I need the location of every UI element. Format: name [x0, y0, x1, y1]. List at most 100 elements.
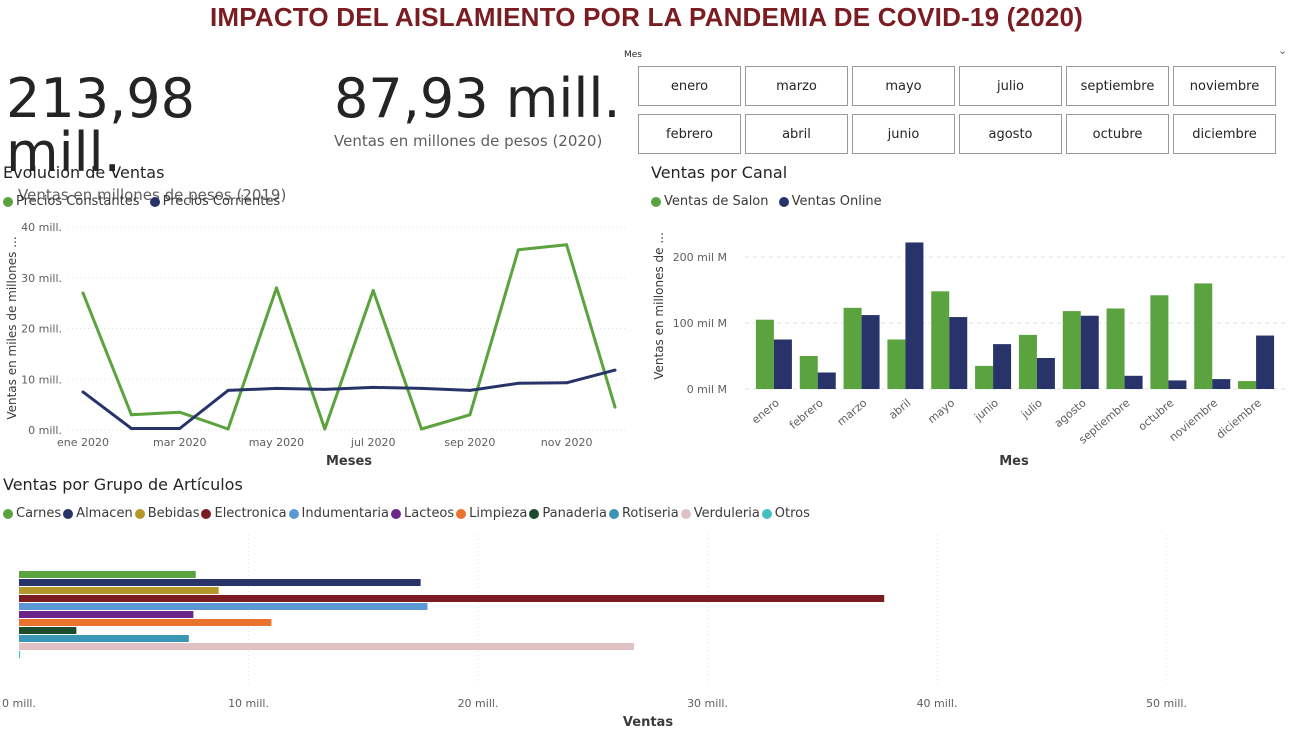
legend-item[interactable]: Electronica — [201, 506, 287, 521]
legend-dot — [608, 508, 619, 519]
x-tick-label: may 2020 — [249, 436, 304, 449]
month-tile-julio[interactable]: julio — [959, 66, 1062, 106]
legend-item[interactable]: Rotiseria — [608, 506, 679, 521]
legend-item[interactable]: Bebidas — [134, 506, 200, 521]
legend-item[interactable]: Precios Constantes — [3, 194, 140, 209]
legend-dot — [3, 508, 13, 519]
y-tick-label: 100 mil M — [673, 317, 727, 330]
x-tick-label: ene 2020 — [57, 436, 109, 449]
month-tile-septiembre[interactable]: septiembre — [1066, 66, 1169, 106]
data-point — [468, 413, 472, 417]
bar-chart-legend: Ventas de Salon Ventas Online — [651, 194, 888, 211]
bar-verduleria — [19, 643, 635, 650]
bar-online — [1256, 335, 1275, 389]
legend-label: Almacen — [76, 506, 133, 521]
legend-item[interactable]: Carnes — [3, 506, 61, 521]
x-tick-label: noviembre — [1167, 396, 1221, 444]
legend-dot — [680, 508, 691, 519]
bar-electronica — [19, 595, 885, 602]
month-tile-marzo[interactable]: marzo — [745, 66, 848, 106]
x-axis-title: Meses — [326, 454, 372, 469]
legend-item[interactable]: Ventas de Salon — [651, 194, 769, 209]
data-point — [81, 390, 85, 394]
legend-dot — [134, 508, 145, 519]
article-bar-chart: 0 mill. 10 mill. 20 mill. 30 mill. 40 mill. 5… — [2, 535, 1187, 730]
kpi-card-2020: 87,93 mill. Ventas en millones de pesos … — [334, 72, 624, 151]
kpi-label-2020: Ventas en millones de pesos (2020) — [334, 132, 603, 150]
x-axis-title: Mes — [999, 454, 1029, 469]
data-point — [613, 368, 617, 372]
series-line-precios-constantes — [81, 243, 617, 431]
data-point — [468, 388, 472, 392]
x-tick-label: 10 mill. — [228, 697, 269, 710]
legend-label: Rotiseria — [621, 506, 679, 521]
legend-label: Precios Constantes — [16, 194, 140, 209]
legend-label: Precios Corrientes — [162, 194, 281, 209]
legend-item[interactable]: Precios Corrientes — [149, 194, 281, 209]
bar-chart-title: Ventas por Canal — [651, 163, 788, 182]
bar-rotiseria — [19, 635, 189, 642]
x-tick-label: nov 2020 — [541, 436, 593, 449]
bar-lacteos — [19, 611, 194, 618]
legend-item[interactable]: Panaderia — [529, 506, 607, 521]
bar-salon — [1238, 381, 1257, 389]
legend-item[interactable]: Almacen — [63, 506, 133, 521]
data-point — [81, 291, 85, 295]
bar-online — [861, 315, 880, 389]
x-tick-label: mar 2020 — [153, 436, 206, 449]
bar-online — [993, 344, 1012, 389]
line-chart-legend: Precios Constantes Precios Corrientes — [3, 194, 286, 211]
month-tile-mayo[interactable]: mayo — [852, 66, 955, 106]
legend-item[interactable]: Indumentaria — [288, 506, 389, 521]
bar-salon — [1106, 308, 1125, 389]
month-tile-diciembre[interactable]: diciembre — [1173, 114, 1276, 154]
bar-online — [1124, 375, 1143, 389]
legend-item[interactable]: Verduleria — [680, 506, 760, 521]
legend-dot — [761, 508, 772, 519]
month-tile-noviembre[interactable]: noviembre — [1173, 66, 1276, 106]
slicer-header: Mes — [624, 50, 642, 60]
data-point — [274, 386, 278, 390]
legend-item[interactable]: Otros — [761, 506, 810, 521]
page-title: IMPACTO DEL AISLAMIENTO POR LA PANDEMIA … — [209, 2, 1084, 32]
data-point — [516, 248, 520, 252]
channel-bar-chart: 0 mil M 100 mil M 200 mil M Ventas en millo… — [652, 232, 1285, 469]
y-axis-title: Ventas en millones de ... — [652, 232, 666, 380]
bar-online — [1080, 315, 1099, 389]
bar-otros — [19, 651, 21, 658]
bar-bebidas — [19, 587, 219, 594]
y-tick-label: 20 mill. — [21, 323, 62, 336]
legend-label: Bebidas — [147, 506, 200, 521]
x-tick-label: marzo — [835, 396, 870, 428]
bar-limpieza — [19, 619, 272, 626]
legend-label: Verduleria — [693, 506, 760, 521]
line-chart-title: Evolución de Ventas — [3, 163, 165, 182]
legend-label: Lacteos — [403, 506, 455, 521]
series-line-precios-corrientes — [82, 368, 616, 430]
month-tile-enero[interactable]: enero — [638, 66, 741, 106]
month-tile-abril[interactable]: abril — [745, 114, 848, 154]
kpi-card-2019: 213,98 mill. Ventas en millones de pesos… — [6, 72, 296, 205]
legend-dot — [529, 508, 540, 519]
bar-salon — [799, 356, 818, 389]
legend-label: Electronica — [214, 506, 287, 521]
month-tile-agosto[interactable]: agosto — [959, 114, 1062, 154]
month-tile-octubre[interactable]: octubre — [1066, 114, 1169, 154]
legend-item[interactable]: Limpieza — [456, 506, 527, 521]
legend-item[interactable]: Ventas Online — [778, 194, 882, 209]
y-tick-label: 0 mil M — [687, 383, 727, 396]
legend-item[interactable]: Lacteos — [390, 506, 455, 521]
month-tile-febrero[interactable]: febrero — [638, 114, 741, 154]
y-tick-label: 0 mill. — [28, 424, 62, 437]
bar-online — [1036, 357, 1055, 389]
month-tile-junio[interactable]: junio — [852, 114, 955, 154]
data-point — [371, 288, 375, 292]
x-tick-label: diciembre — [1214, 396, 1264, 441]
chevron-down-icon[interactable]: ⌄ — [1278, 44, 1288, 57]
x-tick-label: 20 mill. — [458, 697, 499, 710]
data-point — [178, 410, 182, 414]
bar-online — [773, 339, 792, 389]
bar-online — [1168, 380, 1187, 389]
bar-online — [817, 372, 836, 389]
y-axis-title: Ventas en miles de millones ... — [5, 236, 19, 419]
